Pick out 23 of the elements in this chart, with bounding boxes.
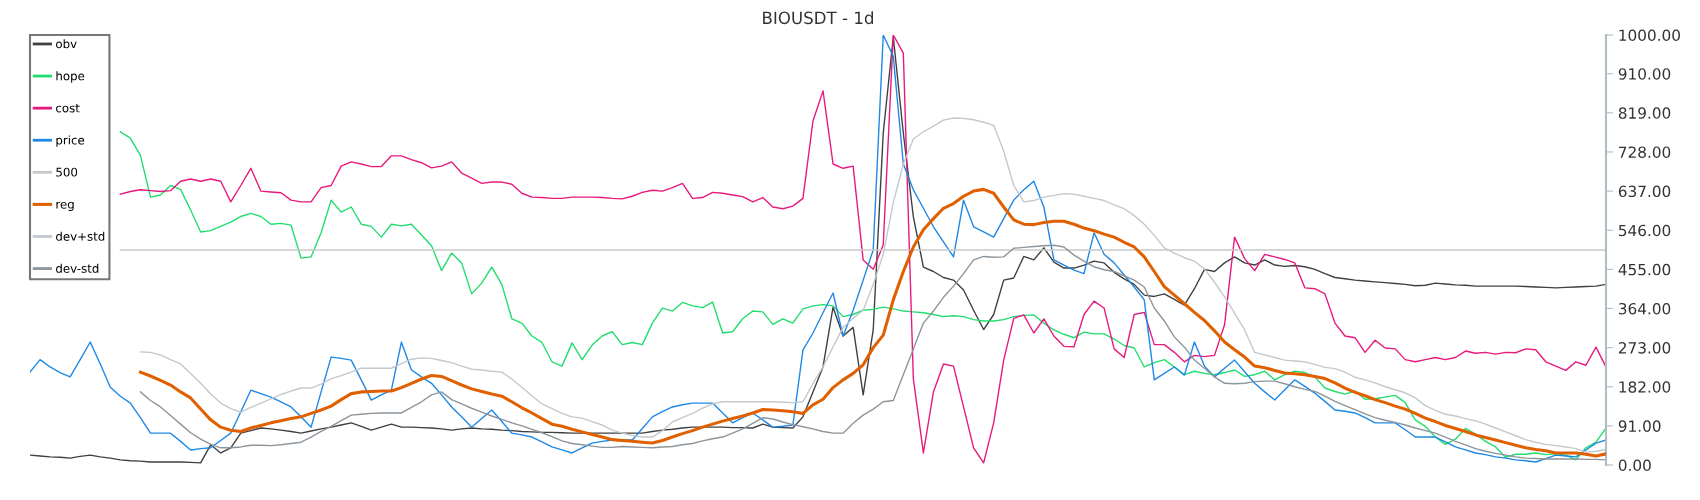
y-tick-label: 910.00 <box>1618 68 1671 80</box>
legend-label: 500 <box>56 167 78 177</box>
y-tick-label: 637.00 <box>1618 185 1671 198</box>
y-tick-label: 455.00 <box>1618 263 1671 276</box>
y-tick-label: 819.00 <box>1618 107 1671 119</box>
legend-label: reg <box>56 201 74 211</box>
y-tick-label: 546.00 <box>1618 224 1671 237</box>
legend-label: dev-std <box>56 263 99 273</box>
y-tick-label: 364.00 <box>1618 302 1671 315</box>
y-tick-label: 91.00 <box>1618 420 1661 432</box>
legend-label: hope <box>56 71 85 83</box>
line-series <box>139 244 1606 461</box>
y-tick-label: 182.00 <box>1619 381 1671 393</box>
legend-label: obv <box>56 39 77 49</box>
y-tick-label: 0.00 <box>1618 459 1651 472</box>
legend-label: cost <box>56 103 80 113</box>
line-series <box>138 187 1606 458</box>
y-tick-label: 1000.00 <box>1619 29 1680 42</box>
legend-label: price <box>56 135 85 147</box>
y-tick-label: 728.00 <box>1619 146 1671 158</box>
chart-title: BIOUSDT - 1d <box>763 11 874 25</box>
legend-label: dev+std <box>56 231 105 241</box>
y-tick-label: 273.00 <box>1618 342 1671 354</box>
